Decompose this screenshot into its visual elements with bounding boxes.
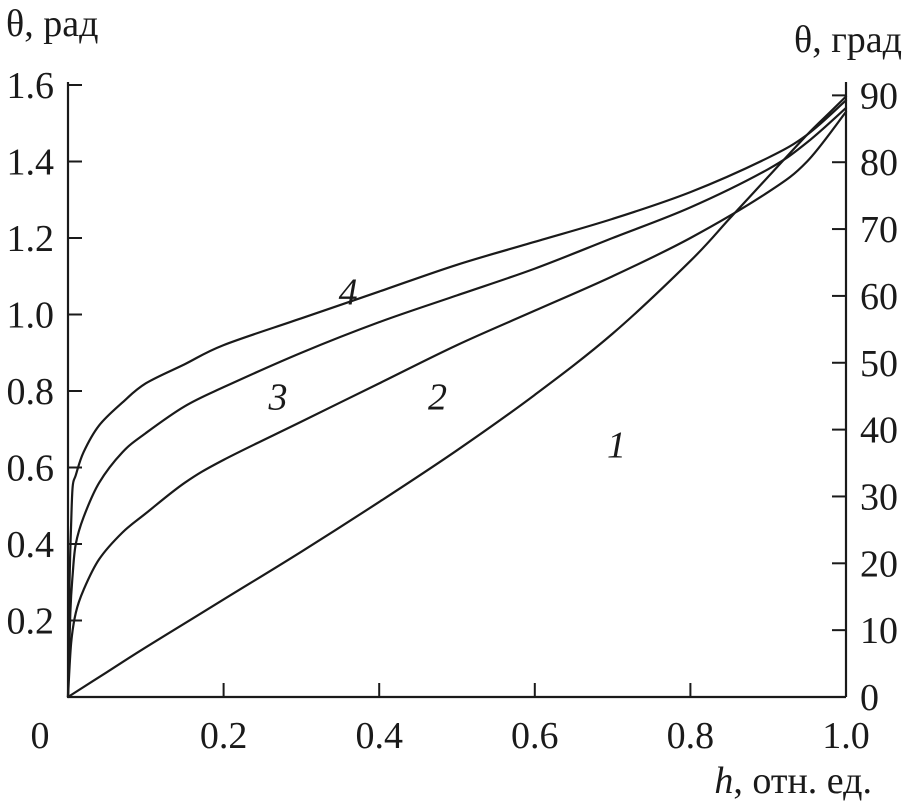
y-left-ticks: 0.2 0.4 0.6 0.8 1.0 1.2 1.4 1.6 xyxy=(7,65,82,643)
y-right-tick-label: 10 xyxy=(860,610,898,652)
x-tick-label: 0.4 xyxy=(355,715,403,757)
y-right-tick-label: 80 xyxy=(860,142,898,184)
curve-4 xyxy=(66,99,848,699)
y-right-tick-label: 30 xyxy=(860,476,898,518)
y-right-tick-label: 60 xyxy=(860,276,898,318)
curve-label-1: 1 xyxy=(607,425,626,467)
y-left-tick-label: 1.2 xyxy=(7,218,55,260)
y-right-tick-label: 90 xyxy=(860,75,898,117)
curve-label-2: 2 xyxy=(428,377,447,419)
curve-2 xyxy=(66,110,848,699)
curves xyxy=(66,95,848,699)
x-axis-title-unit: , отн. ед. xyxy=(733,760,872,802)
axes xyxy=(66,82,848,699)
y-left-tick-label: 1.4 xyxy=(7,142,55,184)
curve-3 xyxy=(66,106,848,699)
y-left-tick-label: 0.8 xyxy=(7,371,55,413)
y-left-tick-label: 0.6 xyxy=(7,448,55,490)
curve-label-4: 4 xyxy=(339,272,358,314)
x-tick-label: 0 xyxy=(31,715,50,757)
y-right-ticks: 0 10 20 30 40 50 60 70 80 90 xyxy=(832,75,898,719)
curve-labels: 1 2 3 4 xyxy=(268,272,626,467)
x-tick-label: 1.0 xyxy=(822,715,870,757)
x-tick-label: 0.6 xyxy=(511,715,559,757)
y-right-axis-title: θ, град xyxy=(794,19,902,61)
x-ticks: 0 0.2 0.4 0.6 0.8 1.0 xyxy=(31,683,870,757)
y-right-tick-label: 50 xyxy=(860,343,898,385)
y-right-tick-label: 40 xyxy=(860,410,898,452)
x-tick-label: 0.2 xyxy=(200,715,248,757)
y-left-tick-label: 0.4 xyxy=(7,524,55,566)
y-left-tick-label: 1.6 xyxy=(7,65,55,107)
x-axis-title: h, отн. ед. xyxy=(714,760,872,802)
y-right-tick-label: 20 xyxy=(860,543,898,585)
y-left-axis-title: θ, рад xyxy=(6,3,98,45)
curve-1 xyxy=(66,95,848,699)
y-left-tick-label: 0.2 xyxy=(7,601,55,643)
y-right-tick-label: 0 xyxy=(860,677,879,719)
curve-label-3: 3 xyxy=(268,377,288,419)
y-left-tick-label: 1.0 xyxy=(7,295,55,337)
x-axis-title-variable: h xyxy=(714,760,733,802)
x-tick-label: 0.8 xyxy=(667,715,715,757)
y-right-tick-label: 70 xyxy=(860,209,898,251)
